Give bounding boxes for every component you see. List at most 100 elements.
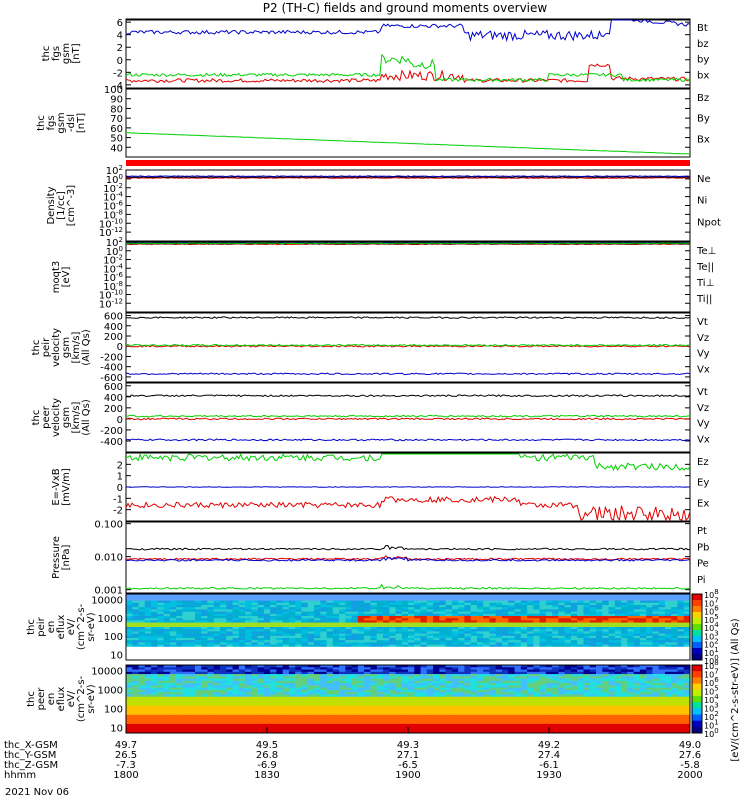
spectrogram-cell <box>658 694 666 698</box>
spectrogram-cell <box>621 678 628 682</box>
spectrogram-cell <box>470 598 478 602</box>
spectrogram-cell <box>558 613 566 617</box>
spectrogram-cell <box>176 710 183 714</box>
spectrogram-cell <box>345 655 353 659</box>
spectrogram-cell <box>332 631 340 635</box>
spectrogram-cell <box>389 598 396 602</box>
spectrogram-cell <box>282 651 290 654</box>
spectrogram-cell <box>476 655 484 659</box>
spectrogram-cell <box>251 633 259 637</box>
spectrogram-cell <box>326 627 334 630</box>
spectrogram-cell <box>445 651 453 654</box>
spectrogram-cell <box>489 667 497 671</box>
spectrogram-cell <box>282 665 290 668</box>
spectrogram-cell <box>476 635 484 639</box>
spectrogram-cell <box>633 683 641 686</box>
spectrogram-cell <box>307 620 315 624</box>
spectrogram-cell <box>596 665 603 668</box>
y-axis-label: Density [1/cc] [cm^-3] <box>46 185 77 226</box>
spectrogram-cell <box>263 611 271 615</box>
spectrogram-cell <box>552 694 559 698</box>
spectrogram-cell <box>213 676 221 680</box>
spectrogram-cell <box>207 640 215 643</box>
spectrogram-cell <box>577 671 584 675</box>
spectrogram-cell <box>652 607 660 610</box>
spectrogram-cell <box>502 701 509 705</box>
spectrogram-cell <box>564 616 572 619</box>
spectrogram-cell <box>201 657 208 661</box>
spectrogram-cell <box>144 694 152 698</box>
spectrogram-cell <box>558 671 566 675</box>
spectrogram-cell <box>326 705 334 709</box>
spectrogram-cell <box>508 685 516 689</box>
spectrogram-cell <box>257 696 265 700</box>
spectrogram-cell <box>458 640 465 643</box>
spectrogram-cell <box>439 609 447 613</box>
spectrogram-cell <box>245 655 252 659</box>
spectrogram-cell <box>282 631 290 635</box>
spectrogram-cell <box>389 602 396 606</box>
spectrogram-cell <box>577 657 584 661</box>
spectrogram-cell <box>577 655 584 659</box>
spectrogram-cell <box>420 678 428 682</box>
spectrogram-cell <box>339 605 346 608</box>
spectrogram-cell <box>683 651 691 654</box>
spectrogram-cell <box>163 605 171 608</box>
spectrogram-cell <box>257 701 265 705</box>
spectrogram-cell <box>326 669 334 673</box>
spectrogram-cell <box>589 692 597 695</box>
spectrogram-cell <box>514 689 522 693</box>
spectrogram-cell <box>188 618 196 621</box>
spectrogram-cell <box>570 708 578 711</box>
spectrogram-cell <box>238 696 246 700</box>
spectrogram-cell <box>683 667 691 671</box>
spectrogram-cell <box>382 620 390 624</box>
spectrogram-cell <box>539 712 547 716</box>
spectrogram-cell <box>558 701 566 705</box>
spectrogram-cell <box>332 616 340 619</box>
spectrogram-cell <box>151 611 158 615</box>
y-tick-label: 10 <box>110 723 123 734</box>
spectrogram-cell <box>664 600 672 604</box>
spectrogram-cell <box>495 627 503 630</box>
spectrogram-cell <box>401 624 409 628</box>
spectrogram-cell <box>520 701 528 705</box>
spectrogram-cell <box>527 685 534 689</box>
spectrogram-cell <box>639 687 647 691</box>
spectrogram-cell <box>420 624 428 628</box>
spectrogram-cell <box>138 683 146 686</box>
spectrogram-cell <box>646 669 653 673</box>
spectrogram-cell <box>639 616 647 619</box>
spectrogram-cell <box>476 618 484 621</box>
spectrogram-cell <box>408 638 415 641</box>
spectrogram-cell <box>483 683 490 686</box>
spectrogram-cell <box>169 653 177 657</box>
spectrogram-cell <box>157 605 165 608</box>
spectrogram-cell <box>138 667 146 671</box>
spectrogram-cell <box>464 683 472 686</box>
spectrogram-cell <box>677 689 685 693</box>
spectrogram-cell <box>345 710 353 714</box>
spectrogram-cell <box>270 598 277 602</box>
legend-item: by <box>697 55 709 66</box>
spectrogram-cell <box>683 692 691 695</box>
spectrogram-cell <box>320 705 328 709</box>
spectrogram-cell <box>351 605 359 608</box>
spectrogram-cell <box>395 701 403 705</box>
spectrogram-cell <box>533 629 541 632</box>
spectrogram-cell <box>502 667 509 671</box>
spectrogram-cell <box>596 653 603 657</box>
spectrogram-cell <box>276 692 284 695</box>
spectrogram-cell <box>633 687 641 691</box>
y-tick-label: 2 <box>117 460 123 471</box>
spectrogram-cell <box>439 611 447 615</box>
spectrogram-cell <box>314 622 321 626</box>
spectrogram-cell <box>545 600 553 604</box>
spectrogram-cell <box>326 689 334 693</box>
spectrogram-cell <box>652 692 660 695</box>
spectrogram-cell <box>552 624 559 628</box>
spectrogram-cell <box>132 671 140 675</box>
spectrogram-cell <box>339 669 346 673</box>
spectrogram-cell <box>621 638 628 641</box>
spectrogram-cell <box>282 629 290 632</box>
